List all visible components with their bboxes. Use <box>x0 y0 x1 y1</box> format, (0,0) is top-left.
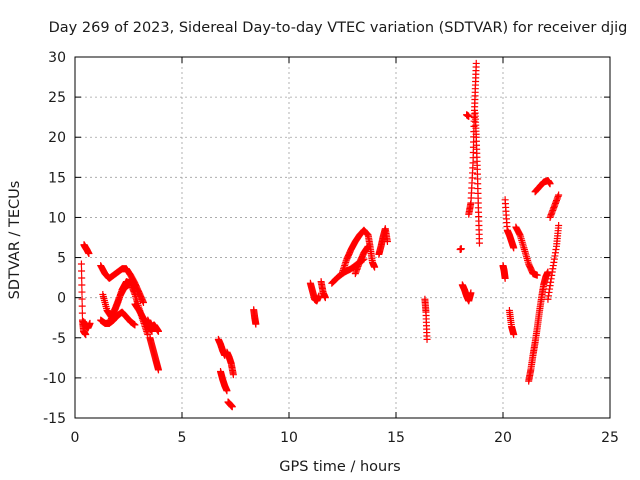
data-point <box>139 298 147 306</box>
series-arc-p <box>421 295 431 343</box>
series-arc-q1 <box>456 245 465 254</box>
data-point <box>475 239 483 247</box>
data-points <box>77 59 563 411</box>
data-point <box>78 302 86 310</box>
data-point <box>125 281 132 289</box>
data-point <box>78 295 86 303</box>
series-arc-m <box>339 226 379 276</box>
y-tick-label: 25 <box>48 90 66 106</box>
data-point <box>423 335 431 343</box>
series-arc-i2 <box>217 367 231 395</box>
series-arc-v <box>505 307 518 339</box>
data-point <box>82 331 90 339</box>
series-arc-s <box>471 109 483 247</box>
data-point <box>223 387 231 395</box>
x-tick-label: 0 <box>71 430 80 446</box>
y-tick-label: 30 <box>48 50 66 66</box>
series-arc-q2 <box>458 281 475 305</box>
y-tick-label: 20 <box>48 130 66 146</box>
data-point <box>364 242 372 250</box>
series-arc-j <box>250 306 260 328</box>
series-arc-k2 <box>317 278 329 302</box>
series-arc-e <box>99 281 132 321</box>
series-arc-x <box>525 268 552 385</box>
series-arc-n <box>351 242 372 278</box>
data-point <box>546 180 554 188</box>
data-point <box>77 260 85 268</box>
series-arc-z1 <box>544 221 563 303</box>
series-arc-u2 <box>501 196 518 252</box>
series-arc-b <box>97 262 147 306</box>
x-tick-label: 10 <box>280 430 298 446</box>
data-point <box>383 238 391 246</box>
data-point <box>472 59 480 67</box>
data-point <box>252 320 260 328</box>
y-tick-label: -5 <box>52 331 66 347</box>
data-point <box>78 274 86 282</box>
x-tick-label: 20 <box>494 430 512 446</box>
data-point <box>131 321 139 329</box>
series-arc-o <box>375 225 391 258</box>
data-point <box>229 371 237 379</box>
data-point <box>467 289 475 297</box>
series-arc-h <box>146 334 162 374</box>
y-axis-label: SDTVAR / TECUs <box>7 181 23 300</box>
data-point <box>154 327 162 335</box>
x-axis-label: GPS time / hours <box>279 459 400 475</box>
data-point <box>154 366 162 374</box>
data-point <box>86 319 94 327</box>
axis-ticks: 0 5 10 15 20 25 -15 -10 -5 0 5 10 15 20 25 30 <box>43 50 619 446</box>
x-tick-label: 5 <box>178 430 187 446</box>
series-arc-g <box>144 316 162 335</box>
data-point <box>78 309 86 317</box>
data-point <box>465 112 473 120</box>
y-tick-label: 15 <box>48 170 66 186</box>
data-point <box>321 294 329 302</box>
series-arc-i3 <box>223 348 237 379</box>
data-point <box>510 244 518 252</box>
data-point <box>78 267 86 275</box>
series-arc-a3 <box>80 318 94 332</box>
data-point <box>501 274 509 282</box>
series-arc-t <box>463 111 473 120</box>
series-arc-z2 <box>546 191 563 221</box>
series-arc-c <box>97 308 139 329</box>
y-tick-label: 5 <box>57 251 66 267</box>
data-point <box>78 288 86 296</box>
data-point <box>457 245 465 253</box>
data-point <box>555 191 563 199</box>
data-point <box>371 263 379 271</box>
x-tick-label: 15 <box>387 430 405 446</box>
data-point <box>228 403 236 411</box>
data-point <box>533 271 541 279</box>
series-arc-y <box>531 177 554 196</box>
series-arc-i4 <box>224 398 236 411</box>
y-tick-label: 10 <box>48 210 66 226</box>
series-arc-k1 <box>306 279 323 305</box>
data-point <box>510 331 518 339</box>
data-point <box>78 281 86 289</box>
data-point <box>555 221 563 229</box>
y-tick-label: -10 <box>43 371 66 387</box>
chart-title: Day 269 of 2023, Sidereal Day-to-day VTE… <box>49 20 628 36</box>
y-tick-label: 0 <box>57 291 66 307</box>
series-arc-u1 <box>499 262 509 282</box>
y-tick-label: -15 <box>43 411 66 427</box>
series-arc-a2 <box>80 241 93 258</box>
data-point <box>85 250 93 258</box>
x-tick-label: 25 <box>601 430 619 446</box>
series-arc-w <box>512 223 541 279</box>
grid-lines <box>75 57 610 418</box>
plot-frame <box>74 56 611 419</box>
